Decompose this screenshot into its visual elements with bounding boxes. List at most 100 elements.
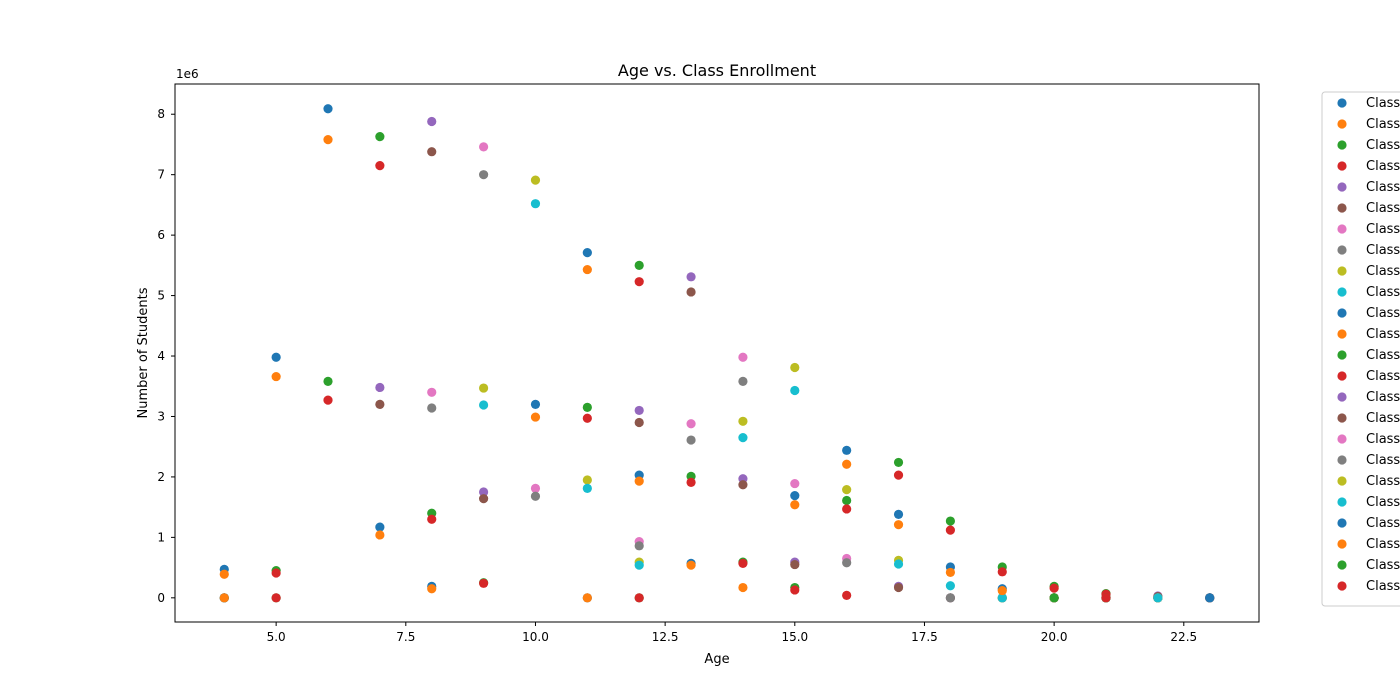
data-point — [1049, 583, 1059, 593]
legend-marker — [1337, 392, 1347, 402]
legend-label: Class — [1366, 201, 1400, 216]
legend-entry: Class — [1337, 201, 1400, 216]
data-point — [1049, 593, 1059, 603]
data-point — [530, 483, 541, 494]
data-point — [271, 568, 281, 578]
data-point — [634, 260, 644, 270]
legend-marker — [1337, 350, 1347, 360]
legend-marker — [1337, 413, 1347, 423]
legend-entry: Class — [1337, 285, 1400, 300]
legend-label: Class — [1366, 348, 1400, 363]
data-point — [479, 578, 489, 588]
data-point — [479, 383, 489, 393]
legend-marker — [1337, 98, 1347, 108]
data-point — [1101, 593, 1111, 603]
legend-label: Class — [1366, 306, 1400, 321]
data-point — [634, 476, 644, 486]
data-point — [375, 530, 385, 540]
legend-marker — [1337, 539, 1347, 549]
legend-entry: Class — [1337, 516, 1400, 531]
legend-entry: Class — [1337, 537, 1400, 552]
series-16 — [375, 399, 1215, 603]
legend-entry: Class — [1337, 390, 1400, 405]
data-point — [893, 582, 904, 593]
data-point — [634, 277, 644, 287]
legend-marker — [1337, 182, 1347, 192]
data-point — [219, 593, 229, 603]
data-point — [842, 558, 852, 568]
data-point — [582, 413, 592, 423]
y-tick-label: 2 — [157, 470, 165, 484]
legend-marker — [1337, 560, 1347, 570]
data-point — [790, 478, 800, 489]
plot-area — [219, 104, 1215, 603]
legend-entry: Class — [1337, 96, 1400, 111]
legend-entry: Class — [1337, 180, 1400, 195]
x-tick-label: 15.0 — [781, 630, 808, 644]
data-point — [893, 457, 904, 468]
legend-label: Class — [1366, 243, 1400, 258]
x-tick-label: 5.0 — [267, 630, 286, 644]
data-point — [530, 491, 541, 501]
data-point — [893, 509, 904, 519]
data-point — [375, 522, 385, 532]
legend-label: Class — [1366, 390, 1400, 405]
data-point — [634, 541, 644, 551]
legend-entry: Class — [1337, 243, 1400, 258]
data-point — [530, 399, 541, 409]
legend-marker — [1337, 308, 1347, 318]
y-axis-label: Number of Students — [136, 287, 151, 418]
legend-marker — [1337, 287, 1347, 297]
data-point — [842, 590, 852, 601]
data-point — [842, 485, 852, 495]
y-tick-label: 5 — [157, 289, 165, 303]
legend-marker — [1337, 518, 1347, 528]
legend-label: Class — [1366, 96, 1400, 111]
legend-entry: Class — [1337, 579, 1400, 594]
data-point — [582, 264, 592, 275]
series-1 — [219, 104, 1215, 603]
data-point — [582, 593, 592, 603]
x-tick-label: 20.0 — [1041, 630, 1068, 644]
legend-entry: Class — [1337, 411, 1400, 426]
x-tick-label: 17.5 — [911, 630, 938, 644]
series-21 — [219, 522, 1215, 603]
legend-label: Class — [1366, 558, 1400, 573]
y-tick-label: 3 — [157, 409, 165, 423]
series-9 — [219, 175, 1215, 603]
legend-marker — [1337, 371, 1347, 381]
data-point — [1153, 593, 1163, 603]
data-point — [375, 382, 385, 393]
legend-label: Class — [1366, 159, 1400, 174]
data-point — [323, 376, 333, 387]
legend-marker — [1337, 434, 1347, 444]
data-point — [686, 560, 696, 570]
series-2 — [219, 135, 1215, 603]
data-point — [790, 362, 800, 373]
series-13 — [323, 376, 1111, 599]
legend-marker — [1337, 245, 1347, 255]
legend: Class Class Class Class Class Class Class Class… — [1321, 91, 1400, 607]
data-point — [790, 385, 800, 396]
data-point — [790, 585, 800, 595]
series-10 — [219, 199, 1215, 603]
legend-label: Class — [1366, 432, 1400, 447]
legend-label: Class — [1366, 264, 1400, 279]
legend-entry: Class — [1337, 327, 1400, 342]
data-point — [271, 371, 281, 382]
data-point — [738, 558, 748, 568]
y-tick-label: 4 — [157, 349, 165, 363]
legend-label: Class — [1366, 579, 1400, 594]
data-point — [686, 419, 696, 429]
legend-marker — [1337, 455, 1347, 465]
x-tick-label: 12.5 — [652, 630, 679, 644]
axes-frame — [174, 83, 1260, 623]
data-point — [271, 593, 281, 603]
legend-entry: Class — [1337, 369, 1400, 384]
data-point — [738, 352, 748, 362]
data-point — [427, 147, 437, 157]
data-point — [219, 569, 229, 579]
chart-title: Age vs. Class Enrollment — [618, 61, 816, 80]
data-point — [945, 581, 955, 591]
